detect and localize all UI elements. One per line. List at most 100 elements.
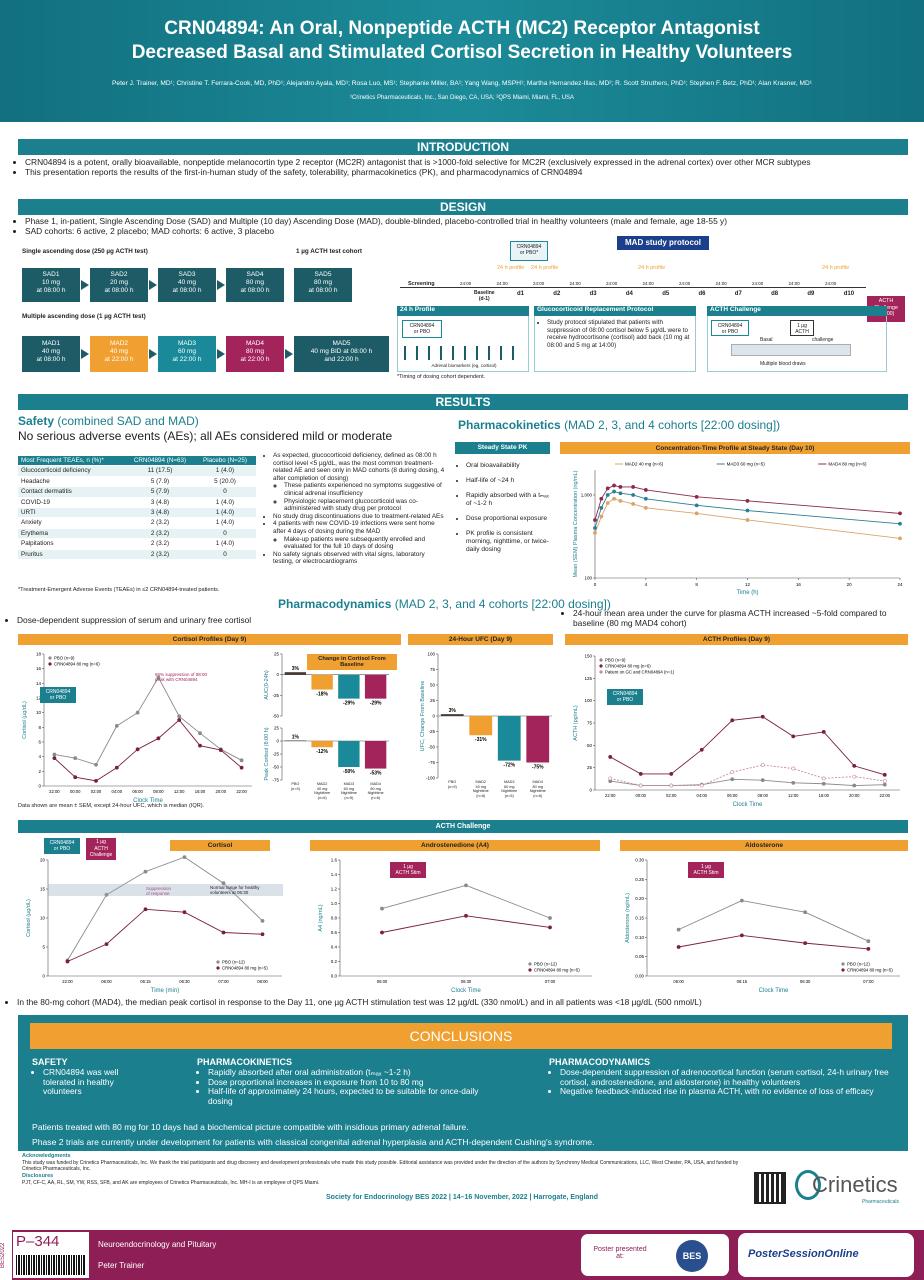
point xyxy=(745,498,750,503)
day: d4 xyxy=(625,291,633,297)
label: Single ascending dose (250 µg ACTH test) xyxy=(22,248,148,255)
y-tick-label: 25 xyxy=(587,765,593,770)
cohort-box: MAD5 40 mg BID at 08:00 h and 22:00 h xyxy=(294,336,389,372)
point xyxy=(593,530,597,535)
value-label: -29% xyxy=(343,701,355,707)
dose-box: CRN04894 or PBO* xyxy=(510,241,548,261)
bar xyxy=(526,716,550,763)
table-cell: 2 (3.2) xyxy=(150,529,170,537)
legend-swatch xyxy=(599,664,603,668)
bullet: CRN04894 was well tolerated in healthy v… xyxy=(43,1067,142,1097)
point xyxy=(599,514,604,519)
legend-label: PBO (n=12) xyxy=(847,962,870,967)
y-axis-label: Mean (SEM) Plasma Concentration (ng/mL) xyxy=(573,470,579,577)
point xyxy=(612,496,616,501)
category: MAD4 80 mg Nighttime (n=6) xyxy=(368,782,384,800)
conclusion-bullets: Rapidly absorbed after oral administrati… xyxy=(197,1067,497,1106)
y-tick-label: -50 xyxy=(428,745,435,750)
legend-label: CRN04894 80 mg (n=6) xyxy=(605,664,651,669)
bullet: Half-life of ~24 h xyxy=(466,477,553,485)
y-tick-label: 4 xyxy=(38,754,41,759)
point xyxy=(177,714,182,719)
poster-no: P–344 xyxy=(16,1233,60,1250)
point xyxy=(791,780,796,785)
series-line xyxy=(678,934,869,950)
annotation: Normal range for healthy volunteers at 0… xyxy=(210,885,260,895)
x-tick-label: 16 xyxy=(796,582,802,587)
y-tick-label: 25 xyxy=(430,698,436,703)
x-tick-label: 16:00 xyxy=(819,793,830,798)
point xyxy=(643,496,648,501)
x-tick-label: 4 xyxy=(645,582,648,587)
text: 4 patients with new COVID-19 infections … xyxy=(273,520,435,535)
y-tick-label: 125 xyxy=(584,676,592,681)
point xyxy=(676,927,681,932)
x-tick-label: 07:00 xyxy=(218,979,229,984)
heading-note: (combined SAD and MAD) xyxy=(57,414,199,428)
design-bullets: Phase 1, in-patient, Single Ascending Do… xyxy=(14,216,904,236)
panel-title: Glucocorticoid Replacement Protocol xyxy=(534,306,696,316)
table-cell: Anxiety xyxy=(21,519,42,527)
panel-title: Cortisol xyxy=(170,840,270,851)
category: PBO (n=9) xyxy=(291,782,300,791)
point xyxy=(821,781,826,786)
chart: 100 1,000 0 4 8 12 16 20 24 Mean (SEM) Plasma Con… xyxy=(573,462,903,597)
point xyxy=(65,959,70,964)
y-tick-label: 0.6 xyxy=(331,930,338,935)
point xyxy=(104,892,109,897)
sample xyxy=(428,346,430,360)
bullet: Rapidly absorbed with a tₘₐₓ of ~1-2 h xyxy=(466,492,553,508)
bullet: As expected, glucocorticoid deficiency, … xyxy=(273,452,447,513)
x-tick-label: 22:00 xyxy=(880,793,891,798)
profile-label: 24 h profile xyxy=(497,265,525,271)
table-row: Pruritus 2 (3.2) 0 xyxy=(18,549,256,560)
affiliations: ¹Crinetics Pharmaceuticals, Inc., San Di… xyxy=(349,95,575,101)
legend-label: PBO (n=9) xyxy=(605,658,626,663)
list: Phase 1, in-patient, Single Ascending Do… xyxy=(14,216,904,236)
x-tick-label: 16:00 xyxy=(195,789,206,794)
list: As expected, glucocorticoid deficiency, … xyxy=(262,452,447,566)
sample xyxy=(452,346,454,360)
pso: PosterSessionOnline xyxy=(748,1248,859,1260)
bar xyxy=(338,674,360,699)
value-label: -18% xyxy=(316,692,328,698)
label: Multiple blood draws xyxy=(760,361,806,367)
day: d6 xyxy=(698,291,706,297)
x-tick-label: MAD4 80 mg Nighttime (n=6) xyxy=(529,780,546,798)
bullet: Half-life of approximately 24 hours, exp… xyxy=(208,1086,497,1106)
bullet: SAD cohorts: 6 active, 2 placebo; MAD co… xyxy=(25,226,904,236)
series-line xyxy=(381,884,551,919)
x-tick-label: 22:00 xyxy=(49,789,60,794)
y-tick-label: 75 xyxy=(587,721,593,726)
bullet: 24-hour mean area under the curve for pl… xyxy=(573,608,912,628)
society: Society for Endocrinology BES 2022 | 14–… xyxy=(326,1194,598,1201)
x-tick-label: 20:00 xyxy=(849,793,860,798)
list: Dose-dependent suppression of serum and … xyxy=(6,615,506,625)
point xyxy=(177,718,182,722)
time: 24:00 xyxy=(752,281,764,286)
x-tick-label: 04:00 xyxy=(112,789,123,794)
y-tick-label: 1.4 xyxy=(331,872,338,877)
point xyxy=(221,881,226,886)
cohort-box: MAD2 40 mg at 22:00 h xyxy=(90,336,148,372)
table-cell: 11 (17.5) xyxy=(147,467,173,475)
y-tick-label: 100 xyxy=(427,652,435,657)
bullet: This presentation reports the results of… xyxy=(25,167,894,177)
bullet: Rapidly absorbed after oral administrati… xyxy=(208,1067,497,1078)
chart: 0 25 50 75 100 125 150 22:00 00:00 02:00 04:00 06:0… xyxy=(573,654,900,808)
day: d10 xyxy=(843,291,855,297)
series-line xyxy=(610,778,885,786)
table-cell: Palpitations xyxy=(21,540,54,548)
time: 24:00 xyxy=(533,281,545,286)
panel-title: Steady State PK xyxy=(455,442,550,454)
legend-label: CRN04894 80 mg (n=6) xyxy=(54,662,100,667)
point xyxy=(669,772,674,776)
y-tick-label: 6 xyxy=(38,740,41,745)
table-cell: 0 xyxy=(223,529,227,537)
y-tick-label: 18 xyxy=(36,652,42,657)
legend-label: PBO (n=12) xyxy=(534,962,557,967)
y-tick-label: 16 xyxy=(36,666,42,671)
panel-title: Androstenedione (A4) xyxy=(310,840,600,851)
table-cell: 1 (4.0) xyxy=(215,498,235,506)
legend-swatch xyxy=(599,670,603,674)
